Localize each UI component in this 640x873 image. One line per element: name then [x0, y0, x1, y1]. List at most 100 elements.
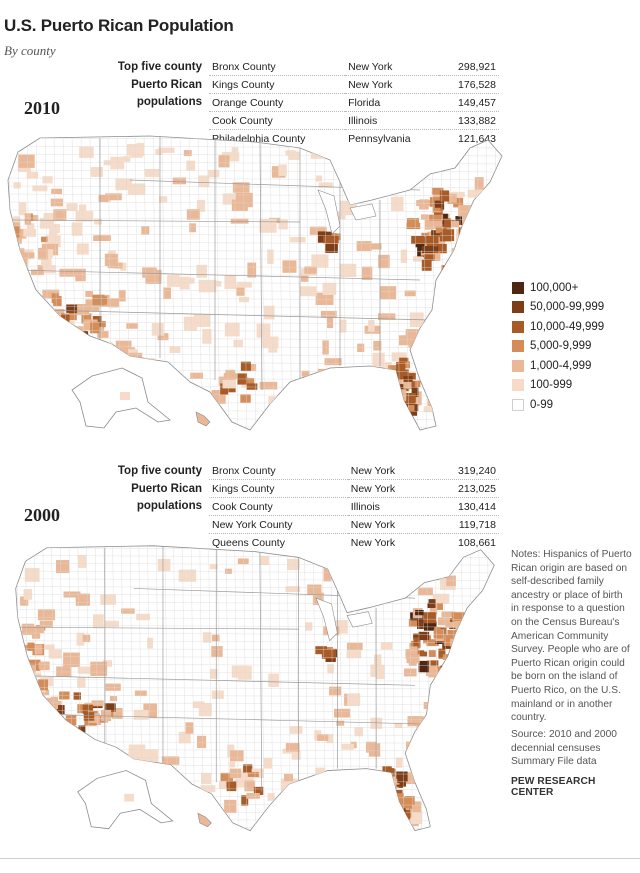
county-patch — [219, 781, 233, 789]
county-patch — [401, 393, 416, 403]
county-patch — [450, 220, 460, 228]
population-value: 119,718 — [428, 515, 499, 534]
county-patch — [371, 807, 386, 815]
state-boundary — [39, 309, 431, 321]
county-patch — [394, 414, 407, 422]
county-patch — [473, 644, 482, 654]
county-patch — [190, 372, 203, 379]
county-patch — [102, 660, 113, 667]
county-patch — [201, 772, 212, 785]
county-patch — [112, 707, 123, 719]
county-patch — [59, 268, 77, 277]
county-patch — [408, 654, 417, 666]
county-patch — [425, 320, 443, 330]
county-patch — [124, 793, 134, 802]
legend-swatch — [512, 320, 524, 333]
state-name: Illinois — [347, 497, 429, 516]
table-row: Bronx County New York 298,921 — [209, 58, 499, 76]
county-patch — [155, 148, 163, 155]
county-patch — [59, 691, 70, 700]
county-patch — [431, 230, 445, 237]
county-patch — [74, 337, 93, 346]
county-patch — [149, 367, 162, 375]
county-patch — [43, 377, 58, 388]
county-patch — [34, 370, 43, 379]
county-patch — [455, 354, 468, 364]
county-patch — [222, 386, 236, 393]
legend-swatch — [512, 379, 524, 392]
county-patch — [263, 305, 275, 320]
county-patch — [307, 584, 322, 595]
county-patch — [144, 169, 160, 178]
county-name: Kings County — [209, 75, 346, 94]
county-patch — [157, 558, 171, 572]
county-name: Kings County — [209, 479, 348, 498]
county-patch — [437, 617, 451, 626]
county-patch — [438, 648, 446, 659]
county-patch — [66, 304, 79, 313]
county-patch — [348, 152, 359, 161]
county-patch — [24, 567, 40, 582]
county-patch — [404, 668, 417, 677]
county-patch — [41, 236, 48, 243]
county-patch — [211, 690, 224, 699]
county-patch — [378, 254, 390, 269]
table-row: Kings County New York 176,528 — [209, 75, 499, 94]
county-patch — [57, 723, 71, 734]
county-patch — [193, 799, 207, 812]
county-patch — [41, 257, 52, 266]
county-name: Queens County — [212, 536, 285, 549]
county-patch — [278, 219, 288, 230]
county-patch — [28, 306, 39, 313]
county-patch — [109, 750, 120, 765]
county-patch — [68, 341, 83, 354]
county-patch — [158, 196, 168, 203]
county-patch — [52, 329, 64, 335]
legend-swatch — [512, 340, 524, 353]
county-patch — [32, 299, 45, 308]
county-patch — [20, 596, 29, 606]
county-patch — [432, 304, 450, 316]
top5-table-2000: Bronx County New York 319,240 Kings County… — [209, 462, 499, 551]
state-boundary — [46, 714, 425, 725]
county-patch — [464, 230, 477, 238]
legend-swatch — [512, 281, 524, 294]
county-patch — [443, 635, 451, 647]
county-patch — [83, 712, 95, 721]
county-patch — [404, 290, 416, 297]
county-patch — [148, 386, 163, 398]
county-patch — [109, 696, 118, 702]
county-patch — [464, 632, 473, 643]
table-row: Cook County Illinois 130,414 — [209, 497, 499, 516]
county-patch — [278, 164, 287, 176]
county-patch — [16, 355, 25, 370]
county-patch — [48, 231, 58, 240]
legend-swatch — [512, 359, 524, 372]
county-patch — [230, 750, 244, 762]
county-patch — [317, 368, 328, 378]
county-patch — [408, 618, 422, 627]
county-patch — [202, 328, 212, 344]
county-patch — [115, 178, 133, 191]
county-patch — [167, 274, 180, 281]
county-patch — [421, 214, 429, 220]
county-patch — [92, 614, 104, 629]
top5-table-2010: Bronx County New York 298,921 Kings County… — [209, 58, 499, 147]
county-patch — [385, 384, 393, 394]
county-patch — [384, 407, 395, 416]
county-patch — [90, 167, 104, 177]
county-patch — [104, 683, 121, 691]
county-patch — [62, 723, 71, 730]
county-patch — [290, 236, 306, 243]
county-patch — [218, 155, 230, 168]
year-label-2010: 2010 — [24, 98, 60, 118]
legend-label: 50,000-99,999 — [530, 301, 605, 314]
county-patch — [434, 568, 452, 576]
county-patch — [224, 568, 232, 574]
county-patch — [120, 392, 130, 400]
county-patch — [416, 720, 423, 729]
county-patch — [37, 609, 56, 621]
county-patch — [323, 236, 334, 244]
county-patch — [390, 196, 404, 212]
county-patch — [186, 209, 200, 220]
